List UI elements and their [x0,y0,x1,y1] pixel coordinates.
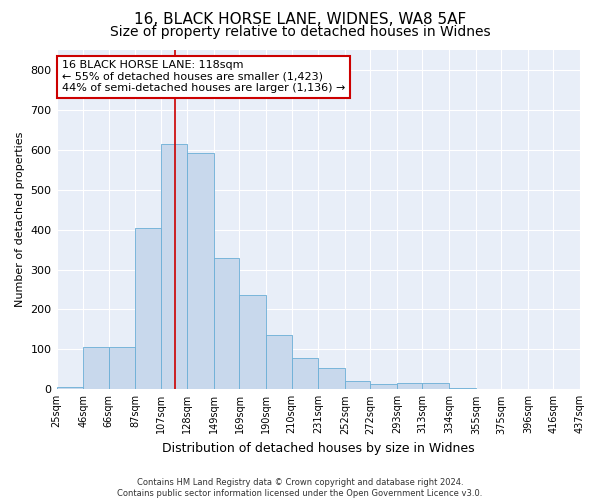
Text: Size of property relative to detached houses in Widnes: Size of property relative to detached ho… [110,25,490,39]
Bar [239,295,266,390]
Bar [266,336,292,390]
Bar [161,144,187,390]
Text: 16, BLACK HORSE LANE, WIDNES, WA8 5AF: 16, BLACK HORSE LANE, WIDNES, WA8 5AF [134,12,466,28]
Bar [370,384,397,390]
Bar [580,388,600,390]
Bar [318,368,345,390]
Bar [345,380,370,390]
Bar [187,154,214,390]
Bar [83,346,109,390]
Text: 16 BLACK HORSE LANE: 118sqm
← 55% of detached houses are smaller (1,423)
44% of : 16 BLACK HORSE LANE: 118sqm ← 55% of det… [62,60,345,94]
Y-axis label: Number of detached properties: Number of detached properties [15,132,25,308]
Bar [449,388,476,390]
Bar [109,346,136,390]
Bar [292,358,318,390]
Bar [56,388,83,390]
Text: Contains HM Land Registry data © Crown copyright and database right 2024.
Contai: Contains HM Land Registry data © Crown c… [118,478,482,498]
Bar [214,258,239,390]
Bar [397,384,422,390]
X-axis label: Distribution of detached houses by size in Widnes: Distribution of detached houses by size … [162,442,475,455]
Bar [422,384,449,390]
Bar [136,228,161,390]
